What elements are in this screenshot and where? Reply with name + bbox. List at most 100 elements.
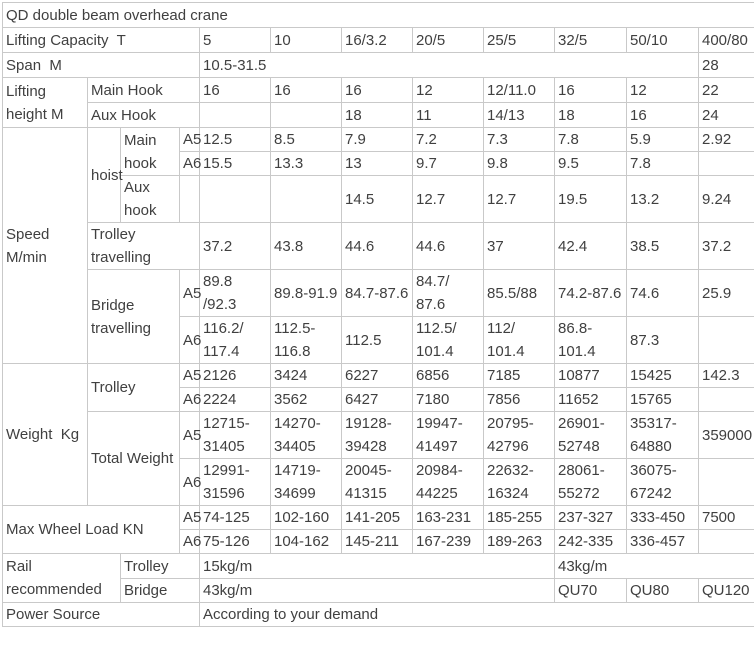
cell: 10877 <box>554 363 627 388</box>
cell-rail-bridge-left: 43kg/m <box>199 578 555 603</box>
cell <box>199 102 271 128</box>
cell: 16 <box>199 77 271 103</box>
label-grade-a6: A6 <box>179 316 201 364</box>
cell: 185-255 <box>483 505 555 530</box>
cell: 333-450 <box>626 505 699 530</box>
cell: 25/5 <box>483 27 555 53</box>
cell: 14.5 <box>341 175 413 223</box>
row-title: QD double beam overhead crane <box>1 2 754 28</box>
label-grade-a5: A5 <box>179 411 201 459</box>
label-aux-hook: Aux Hook <box>87 102 200 128</box>
cell: 13.3 <box>270 151 342 176</box>
cell: 16/3.2 <box>341 27 413 53</box>
cell: 19.5 <box>554 175 627 223</box>
row-total-weight-a5: Total Weight A5 12715- 31405 14270- 3440… <box>3 411 754 506</box>
cell: 12991- 31596 <box>199 458 271 506</box>
cell: 20984- 44225 <box>412 458 484 506</box>
row-trolley-travelling: Trolley travelling 37.2 43.8 44.6 44.6 3… <box>3 222 754 270</box>
cell: 14/13 <box>483 102 555 128</box>
cell: 2224 <box>199 387 271 412</box>
cell: 163-231 <box>412 505 484 530</box>
cell: 87.3 <box>626 316 699 364</box>
row-speed-main-hook-a6: A6 15.5 13.3 13 9.7 9.8 9.5 7.8 <box>3 151 754 176</box>
label-speed-main-hook: Main hook <box>120 127 180 176</box>
cell: 12.7 <box>483 175 555 223</box>
cell: 44.6 <box>412 222 484 270</box>
cell: 22 <box>697 77 754 103</box>
cell: 18 <box>554 102 627 128</box>
cell-power-source-value: According to your demand <box>198 602 754 627</box>
cell <box>697 316 754 364</box>
cell-rail-qu70: QU70 <box>554 578 627 603</box>
cell: 12.7 <box>412 175 484 223</box>
cell: 6856 <box>412 363 484 388</box>
cell: 2.92 <box>697 127 754 152</box>
row-max-wheel-load-a6: A6 75-126 104-162 145-211 167-239 189-26… <box>3 529 754 554</box>
cell: 167-239 <box>412 529 484 554</box>
cell: 35317- 64880 <box>626 411 699 459</box>
cell: 9.7 <box>412 151 484 176</box>
cell: 19947- 41497 <box>412 411 484 459</box>
cell-span-range: 10.5-31.5 <box>199 52 699 78</box>
cell: 18 <box>341 102 413 128</box>
cell: 2126 <box>199 363 271 388</box>
row-aux-hook-height: Aux Hook 18 11 14/13 18 16 24 <box>3 102 754 128</box>
cell: 102-160 <box>270 505 342 530</box>
page: QD double beam overhead crane Lifting Ca… <box>1 2 754 627</box>
cell: 6427 <box>341 387 413 412</box>
cell <box>697 151 754 176</box>
cell: 14719- 34699 <box>270 458 342 506</box>
label-trolley-travelling: Trolley travelling <box>87 222 200 270</box>
cell: 13.2 <box>626 175 699 223</box>
row-main-hook-height: Lifting height M Main Hook 16 16 16 12 1… <box>2 77 754 128</box>
cell: 74.6 <box>626 269 699 317</box>
cell: 15765 <box>626 387 699 412</box>
cell <box>697 458 754 506</box>
label-weight-trolley: Trolley <box>87 363 180 412</box>
cell: 10 <box>270 27 342 53</box>
row-span: Span M 10.5-31.5 28 <box>2 52 754 78</box>
cell-rail-trolley-left: 15kg/m <box>199 553 555 579</box>
cell: 8.5 <box>270 127 342 152</box>
cell: 20795- 42796 <box>483 411 555 459</box>
cell: 25.9 <box>697 269 754 317</box>
cell: 86.8- 101.4 <box>554 316 627 364</box>
cell: 7180 <box>412 387 484 412</box>
cell-span-last: 28 <box>697 52 754 78</box>
cell <box>270 102 342 128</box>
cell: 7185 <box>483 363 555 388</box>
cell-rail-qu80: QU80 <box>626 578 699 603</box>
cell: 104-162 <box>270 529 342 554</box>
cell: 74.2-87.6 <box>554 269 627 317</box>
cell: 16 <box>626 102 699 128</box>
cell: 14270- 34405 <box>270 411 342 459</box>
cell: 189-263 <box>483 529 555 554</box>
cell: 75-126 <box>199 529 271 554</box>
row-lifting-capacity: Lifting Capacity T 5 10 16/3.2 20/5 25/5… <box>2 27 754 53</box>
crane-spec-table: QD double beam overhead crane Lifting Ca… <box>1 2 754 627</box>
cell: 13 <box>341 151 413 176</box>
cell: 7856 <box>483 387 555 412</box>
cell: 50/10 <box>626 27 699 53</box>
cell: 84.7-87.6 <box>341 269 413 317</box>
row-rail-bridge: Bridge 43kg/m QU70 QU80 QU120 <box>3 578 754 603</box>
cell: 19128- 39428 <box>341 411 413 459</box>
cell: 7.2 <box>412 127 484 152</box>
row-power-source: Power Source According to your demand <box>2 602 754 627</box>
cell: 400/80 <box>697 27 754 53</box>
label-lifting-capacity: Lifting Capacity T <box>2 27 200 53</box>
cell: 7.8 <box>554 127 627 152</box>
cell: 74-125 <box>199 505 271 530</box>
cell: 37.2 <box>199 222 271 270</box>
cell: 12 <box>626 77 699 103</box>
label-grade-a5: A5 <box>179 363 201 388</box>
cell: 15.5 <box>199 151 271 176</box>
row-total-weight-a6: A6 12991- 31596 14719- 34699 20045- 4131… <box>3 458 754 506</box>
cell <box>697 529 754 554</box>
label-grade-a5: A5 <box>179 127 201 152</box>
cell: 12/11.0 <box>483 77 555 103</box>
cell: 38.5 <box>626 222 699 270</box>
cell: 359000 <box>697 411 754 459</box>
row-max-wheel-load-a5: Max Wheel Load KN A5 74-125 102-160 141-… <box>2 505 754 554</box>
cell: 26901- 52748 <box>554 411 627 459</box>
